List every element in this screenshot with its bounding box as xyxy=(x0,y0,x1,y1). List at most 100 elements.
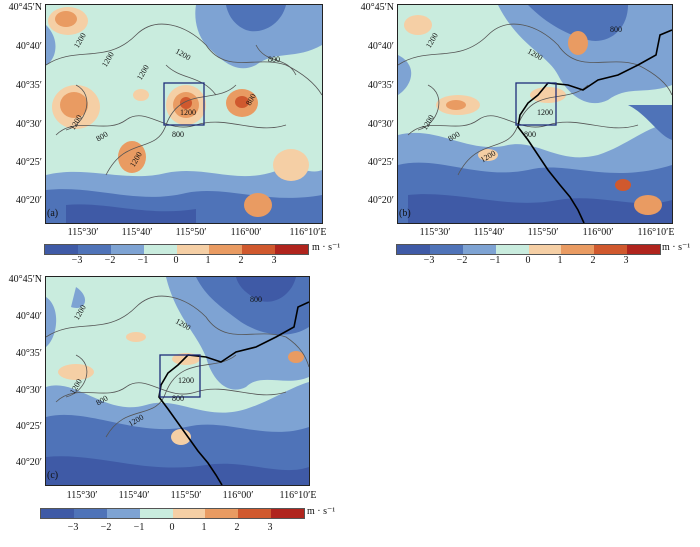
panel-label: (b) xyxy=(399,208,411,219)
colorbar-tick: 0 xyxy=(173,255,179,266)
x-tick-label: 115°40′ xyxy=(473,227,505,238)
colorbar-a xyxy=(44,244,309,255)
panel-a: 40°45′N 40°40′ 40°35′ 40°30′ 40°25′ 40°2… xyxy=(0,0,341,266)
x-tick-label: 115°40′ xyxy=(121,227,153,238)
colorbar-unit: m · s⁻¹ xyxy=(312,242,341,253)
contour-label: 800 xyxy=(172,394,184,403)
colorbar-segment xyxy=(143,245,177,254)
x-tick-label: 116°00′ xyxy=(222,490,254,501)
colorbar-tick: 1 xyxy=(201,522,207,533)
contour-label: 800 xyxy=(524,130,536,139)
x-tick-label: 115°30′ xyxy=(419,227,451,238)
y-tick-label: 40°20′ xyxy=(15,195,42,206)
x-tick-label: 115°40′ xyxy=(118,490,150,501)
y-tick-label: 40°20′ xyxy=(15,457,42,468)
colorbar-unit: m · s⁻¹ xyxy=(307,506,336,517)
y-tick-label: 40°20′ xyxy=(367,195,394,206)
y-tick-label: 40°25′ xyxy=(367,157,394,168)
colorbar-tick: −2 xyxy=(104,255,116,266)
colorbar-segment xyxy=(429,245,463,254)
colorbar-segment xyxy=(209,245,243,254)
y-tick-label: 40°30′ xyxy=(367,119,394,130)
y-tick-label: 40°35′ xyxy=(15,80,42,91)
y-tick-label: 40°45′N xyxy=(8,274,42,285)
colorbar-tick: 0 xyxy=(169,522,175,533)
colorbar-tick: 1 xyxy=(205,255,211,266)
colorbar-segment xyxy=(110,245,144,254)
colorbar-segment xyxy=(275,245,308,254)
y-tick-label: 40°40′ xyxy=(367,41,394,52)
colorbar-segment xyxy=(397,245,430,254)
colorbar-segment xyxy=(106,509,140,518)
contour-label: 1200 xyxy=(178,376,194,385)
colorbar-b xyxy=(396,244,661,255)
panel-label: (a) xyxy=(47,208,59,219)
colorbar-tick: 3 xyxy=(623,255,629,266)
colorbar-segment xyxy=(77,245,111,254)
colorbar-tick: −2 xyxy=(456,255,468,266)
map-panel-b xyxy=(397,4,673,224)
colorbar-tick: −1 xyxy=(489,255,501,266)
panel-b: 40°45′N 40°40′ 40°35′ 40°30′ 40°25′ 40°2… xyxy=(352,0,700,266)
x-tick-label: 116°10′E xyxy=(637,227,675,238)
colorbar-unit: m · s⁻¹ xyxy=(662,242,691,253)
map-panel-c xyxy=(45,276,310,486)
x-tick-label: 116°10′E xyxy=(289,227,327,238)
x-tick-label: 115°50′ xyxy=(170,490,202,501)
contour-label: 800 xyxy=(250,295,262,304)
colorbar-segment xyxy=(594,245,628,254)
colorbar-tick: 3 xyxy=(267,522,273,533)
y-tick-label: 40°25′ xyxy=(15,157,42,168)
colorbar-segment xyxy=(528,245,562,254)
colorbar-segment xyxy=(627,245,660,254)
colorbar-tick: −3 xyxy=(67,522,79,533)
colorbar-segment xyxy=(242,245,276,254)
x-tick-label: 115°30′ xyxy=(66,490,98,501)
colorbar-tick: −1 xyxy=(133,522,145,533)
y-tick-label: 40°30′ xyxy=(15,385,42,396)
colorbar-segment xyxy=(172,509,206,518)
contour-label: 800 xyxy=(172,130,184,139)
colorbar-tick: −3 xyxy=(71,255,83,266)
x-tick-label: 115°50′ xyxy=(527,227,559,238)
colorbar-tick: 0 xyxy=(525,255,531,266)
colorbar-segment xyxy=(462,245,496,254)
y-tick-label: 40°40′ xyxy=(15,41,42,52)
y-tick-label: 40°35′ xyxy=(367,80,394,91)
y-tick-label: 40°35′ xyxy=(15,348,42,359)
colorbar-tick: −2 xyxy=(100,522,112,533)
colorbar-segment xyxy=(176,245,210,254)
colorbar-segment xyxy=(561,245,595,254)
y-tick-label: 40°25′ xyxy=(15,421,42,432)
contour-label: 800 xyxy=(610,25,622,34)
x-tick-label: 116°00′ xyxy=(582,227,614,238)
contour-label: 800 xyxy=(268,55,280,64)
colorbar-segment xyxy=(45,245,78,254)
x-tick-label: 116°10′E xyxy=(279,490,317,501)
y-tick-label: 40°40′ xyxy=(15,311,42,322)
contour-label: 1200 xyxy=(537,108,553,117)
colorbar-segment xyxy=(238,509,272,518)
colorbar-tick: 3 xyxy=(271,255,277,266)
colorbar-tick: 2 xyxy=(238,255,244,266)
y-tick-label: 40°45′N xyxy=(8,2,42,13)
colorbar-tick: 1 xyxy=(557,255,563,266)
map-panel-a xyxy=(45,4,323,224)
colorbar-tick: 2 xyxy=(234,522,240,533)
x-tick-label: 116°00′ xyxy=(230,227,262,238)
colorbar-segment xyxy=(205,509,239,518)
colorbar-tick: −3 xyxy=(423,255,435,266)
panel-c: 40°45′N 40°40′ 40°35′ 40°30′ 40°25′ 40°2… xyxy=(0,270,340,547)
x-tick-label: 115°30′ xyxy=(67,227,99,238)
x-tick-label: 115°50′ xyxy=(175,227,207,238)
y-tick-label: 40°45′N xyxy=(360,2,394,13)
y-tick-label: 40°30′ xyxy=(15,119,42,130)
colorbar-segment xyxy=(41,509,74,518)
colorbar-segment xyxy=(73,509,107,518)
colorbar-segment xyxy=(139,509,173,518)
colorbar-tick: −1 xyxy=(137,255,149,266)
colorbar-segment xyxy=(271,509,304,518)
contour-label: 1200 xyxy=(180,108,196,117)
colorbar-segment xyxy=(495,245,529,254)
colorbar-c xyxy=(40,508,305,519)
